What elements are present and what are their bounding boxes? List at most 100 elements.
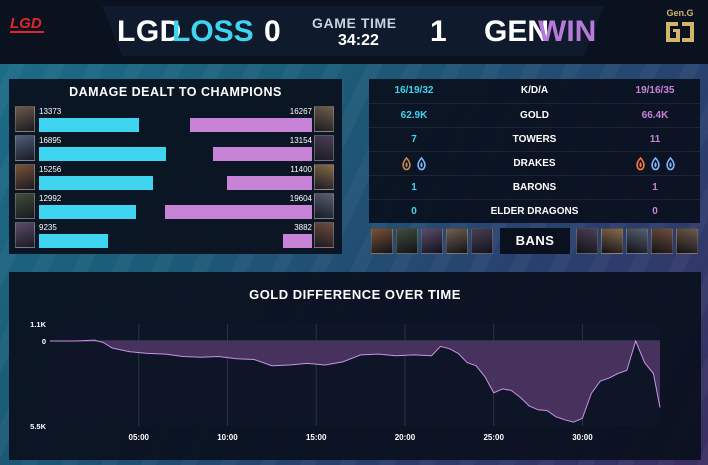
stat-right-value: 19/16/35 (635, 85, 675, 96)
left-team-result: LOSS (172, 15, 254, 48)
right-champion-ban-icon (576, 228, 598, 254)
stat-row: 62.9K GOLD 66.4K (369, 103, 700, 127)
stat-left-value (369, 152, 459, 176)
svg-text:LGD: LGD (10, 15, 42, 32)
stat-label: DRAKES (513, 158, 556, 169)
mountain-drake-icon (402, 157, 411, 171)
infernal-drake-icon (635, 157, 645, 171)
right-drakes (610, 157, 700, 171)
left-champion-portrait-icon (15, 164, 35, 190)
stat-left-value: 62.9K (400, 110, 428, 121)
right-champion-portrait-icon (314, 106, 334, 132)
right-damage-bar (227, 176, 312, 190)
y-tick-label: 0 (42, 337, 46, 346)
stat-row: 16/19/32 K/D/A 19/16/35 (369, 79, 700, 103)
left-champion-ban-icon (471, 228, 493, 254)
gold-difference-chart: 05:00 10:00 15:00 20:00 25:00 30:00 1.1K 0 5.5K (30, 320, 661, 442)
right-damage-bar (283, 234, 312, 248)
right-damage-value: 19604 (289, 194, 312, 203)
right-damage-bar (190, 118, 312, 132)
left-champion-portrait-icon (15, 222, 35, 248)
right-team-result: WIN (538, 15, 597, 48)
game-time-value: 34:22 (338, 32, 379, 49)
stat-right-value: 66.4K (641, 110, 669, 121)
right-champion-portrait-icon (314, 193, 334, 219)
stat-left-value: 16/19/32 (394, 85, 434, 96)
cloud-drake-icon (417, 157, 426, 171)
stat-right-value: 11 (649, 134, 661, 145)
x-tick-label: 10:00 (217, 433, 238, 442)
stat-row: 7 TOWERS 11 (369, 127, 700, 151)
damage-panel: DAMAGE DEALT TO CHAMPIONS 13373 16267 1689… (9, 79, 342, 254)
right-champion-ban-icon (626, 228, 648, 254)
right-champion-portrait-icon (314, 164, 334, 190)
left-damage-value: 13373 (39, 107, 62, 116)
left-damage-bar (39, 176, 153, 190)
stat-label: ELDER DRAGONS (490, 206, 579, 217)
stat-label: BARONS (512, 182, 557, 193)
damage-title: DAMAGE DEALT TO CHAMPIONS (69, 85, 282, 99)
gold-line (50, 339, 661, 423)
score-box (102, 6, 604, 56)
stat-right-value (610, 152, 700, 176)
stat-row: 0 ELDER DRAGONS 0 (369, 199, 700, 223)
x-tick-label: 15:00 (306, 433, 327, 442)
left-damage-bar (39, 234, 108, 248)
right-damage-value: 11400 (290, 165, 312, 174)
stat-right-value: 1 (652, 182, 658, 193)
scoreboard-header: LGD LGD LOSS 0 GAME TIME 34:22 1 GEN WIN… (0, 0, 708, 64)
right-team-name: GEN (484, 15, 550, 48)
left-champion-portrait-icon (15, 106, 35, 132)
stat-left-value: 7 (411, 134, 417, 145)
left-champion-portrait-icon (15, 135, 35, 161)
left-champion-ban-icon (396, 228, 418, 254)
left-drakes (369, 157, 459, 171)
cloud-drake-icon (650, 157, 660, 171)
left-champion-ban-icon (446, 228, 468, 254)
right-damage-value: 3882 (294, 223, 312, 232)
left-damage-value: 9235 (39, 223, 57, 232)
y-tick-label: 5.5K (30, 422, 46, 431)
right-team-score: 1 (430, 15, 447, 48)
stat-label: GOLD (520, 110, 549, 121)
left-damage-bar (39, 118, 139, 132)
game-time-label: GAME TIME (312, 15, 397, 31)
gold-area (50, 340, 660, 423)
stat-row: 1 BARONS 1 (369, 175, 700, 199)
left-damage-value: 12992 (39, 194, 62, 203)
right-damage-value: 13154 (289, 136, 312, 145)
right-champion-ban-icon (651, 228, 673, 254)
x-tick-label: 05:00 (129, 433, 150, 442)
left-damage-bar (39, 205, 136, 219)
svg-text:Gen.G: Gen.G (666, 8, 693, 18)
x-tick-label: 30:00 (572, 433, 593, 442)
x-tick-label: 25:00 (483, 433, 504, 442)
right-champion-ban-icon (676, 228, 698, 254)
left-damage-value: 15256 (39, 165, 62, 174)
left-champion-ban-icon (371, 228, 393, 254)
left-team-score: 0 (264, 15, 281, 48)
stat-left-value: 1 (411, 182, 417, 193)
y-tick-label: 1.1K (30, 320, 46, 329)
cloud-drake-icon (665, 157, 675, 171)
gold-chart-panel: GOLD DIFFERENCE OVER TIME 05:00 10:00 15:0… (9, 272, 701, 460)
stat-row: DRAKES (369, 151, 700, 175)
stats-panel: 16/19/32 K/D/A 19/16/35 62.9K GOLD 66.4K 7 TOWE… (369, 79, 700, 223)
left-champion-portrait-icon (15, 193, 35, 219)
right-damage-value: 16267 (289, 107, 312, 116)
stat-label: K/D/A (520, 85, 549, 96)
right-damage-bar (165, 205, 312, 219)
right-champion-portrait-icon (314, 222, 334, 248)
left-team-name: LGD (117, 15, 182, 48)
stat-label: TOWERS (512, 134, 557, 145)
right-champion-ban-icon (601, 228, 623, 254)
left-damage-bar (39, 147, 166, 161)
right-champion-portrait-icon (314, 135, 334, 161)
left-champion-ban-icon (421, 228, 443, 254)
x-tick-label: 20:00 (395, 433, 416, 442)
gold-chart-title: GOLD DIFFERENCE OVER TIME (249, 287, 461, 302)
bans-strip (369, 228, 700, 254)
lgd-logo-icon: LGD (10, 15, 44, 33)
bans-label: BANS (500, 228, 570, 254)
stat-left-value: 0 (411, 206, 417, 217)
